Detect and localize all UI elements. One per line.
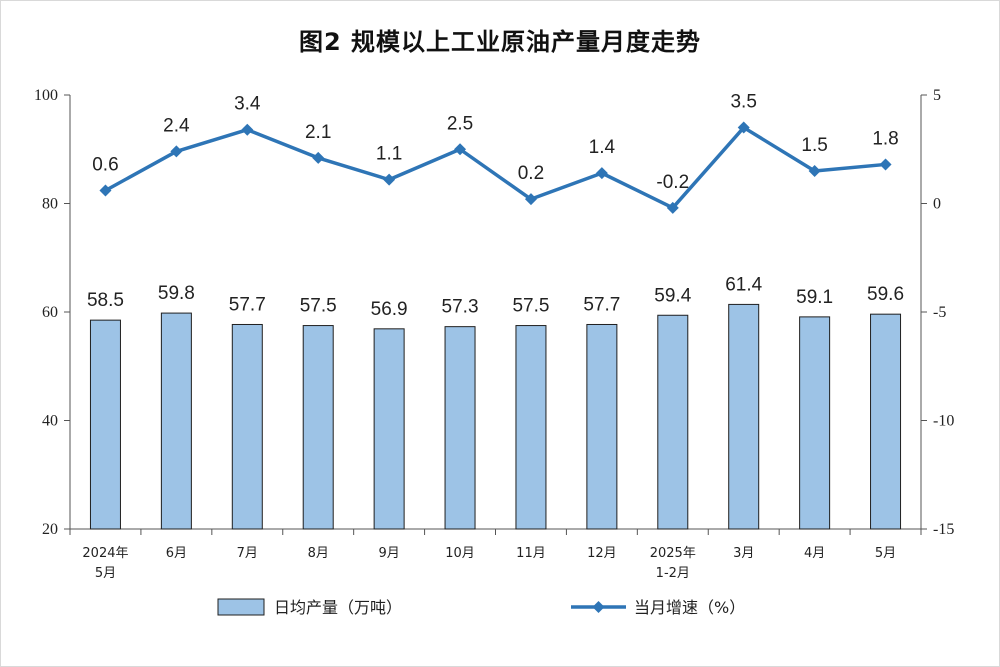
bar-value-label: 56.9 [371, 299, 408, 320]
line-value-label: 3.5 [730, 92, 756, 113]
bar-value-label: 59.6 [867, 284, 904, 305]
line-point [737, 121, 750, 134]
bar [799, 316, 831, 530]
bar [373, 328, 405, 530]
line-value-label: 0.2 [518, 163, 544, 184]
x-tick-label: 9月 [378, 546, 399, 561]
line-point [170, 145, 183, 158]
bar-value-label: 59.1 [796, 287, 833, 308]
legend-line-marker [592, 601, 605, 613]
right-tick-label: -5 [933, 304, 946, 321]
x-tick-label: 3月 [733, 546, 754, 561]
line-value-label: 2.1 [305, 122, 331, 143]
bar-value-label: 57.5 [300, 296, 337, 317]
x-tick-label: 5月 [875, 546, 896, 561]
line-point [241, 123, 254, 136]
x-tick-label: 7月 [237, 546, 258, 561]
right-tick-label: -10 [933, 413, 954, 430]
x-tick-label: 6月 [166, 546, 187, 561]
x-tick-label: 10月 [445, 546, 475, 561]
bar-value-label: 57.3 [442, 297, 479, 318]
legend-bar-label: 日均产量（万吨） [274, 598, 402, 617]
x-tick-label: 8月 [308, 546, 329, 561]
bar [231, 323, 263, 530]
left-tick-label: 40 [42, 413, 58, 430]
right-tick-label: 5 [933, 87, 941, 104]
line-point [454, 143, 467, 156]
line-point [879, 158, 892, 171]
x-tick-label: 2024年 [82, 546, 128, 561]
x-tick-label: 12月 [587, 546, 617, 561]
bar [515, 325, 547, 530]
bar-value-label: 58.5 [87, 290, 124, 311]
right-tick-label: -15 [933, 521, 954, 538]
left-tick-label: 80 [42, 196, 58, 213]
bar [728, 303, 760, 530]
bar-value-label: 59.8 [158, 283, 195, 304]
line-value-label: 1.8 [872, 128, 898, 149]
line-value-label: 2.4 [163, 115, 190, 136]
line-point [666, 201, 679, 214]
bar [89, 319, 121, 530]
bar-value-label: 57.7 [229, 294, 266, 315]
bar-value-label: 57.5 [512, 296, 549, 317]
line-value-label: 3.4 [234, 94, 261, 115]
line-point [524, 193, 537, 206]
line-value-label: -0.2 [656, 172, 689, 193]
bar [160, 312, 192, 530]
line-value-label: 2.5 [447, 113, 473, 134]
bar [444, 326, 476, 530]
bar [586, 323, 618, 530]
x-tick-label: 5月 [95, 566, 116, 581]
legend-line-label: 当月增速（%） [634, 598, 745, 617]
x-tick-label: 2025年 [650, 546, 696, 561]
line-value-label: 0.6 [92, 154, 118, 175]
line-value-label: 1.4 [589, 137, 616, 158]
legend-bar-swatch [217, 598, 265, 616]
line-point [383, 173, 396, 186]
line-point [595, 167, 608, 180]
x-tick-label: 1-2月 [656, 566, 690, 581]
bar [657, 314, 689, 530]
growth-line [104, 125, 886, 210]
x-tick-label: 11月 [516, 546, 546, 561]
chart-title: 图2 规模以上工业原油产量月度走势 [298, 28, 702, 56]
right-tick-label: 0 [933, 196, 941, 213]
bar-value-label: 57.7 [583, 294, 620, 315]
line-value-label: 1.1 [376, 144, 402, 165]
left-tick-label: 20 [42, 521, 58, 538]
left-tick-label: 100 [34, 87, 58, 104]
line-point [312, 151, 325, 164]
bar-value-label: 61.4 [725, 274, 762, 295]
bar [870, 313, 902, 530]
line-value-label: 1.5 [801, 135, 827, 156]
left-tick-label: 60 [42, 304, 58, 321]
x-tick-label: 4月 [804, 546, 825, 561]
bar-value-label: 59.4 [654, 285, 691, 306]
line-point [808, 164, 821, 177]
line-point [99, 184, 112, 197]
bar [302, 325, 334, 530]
